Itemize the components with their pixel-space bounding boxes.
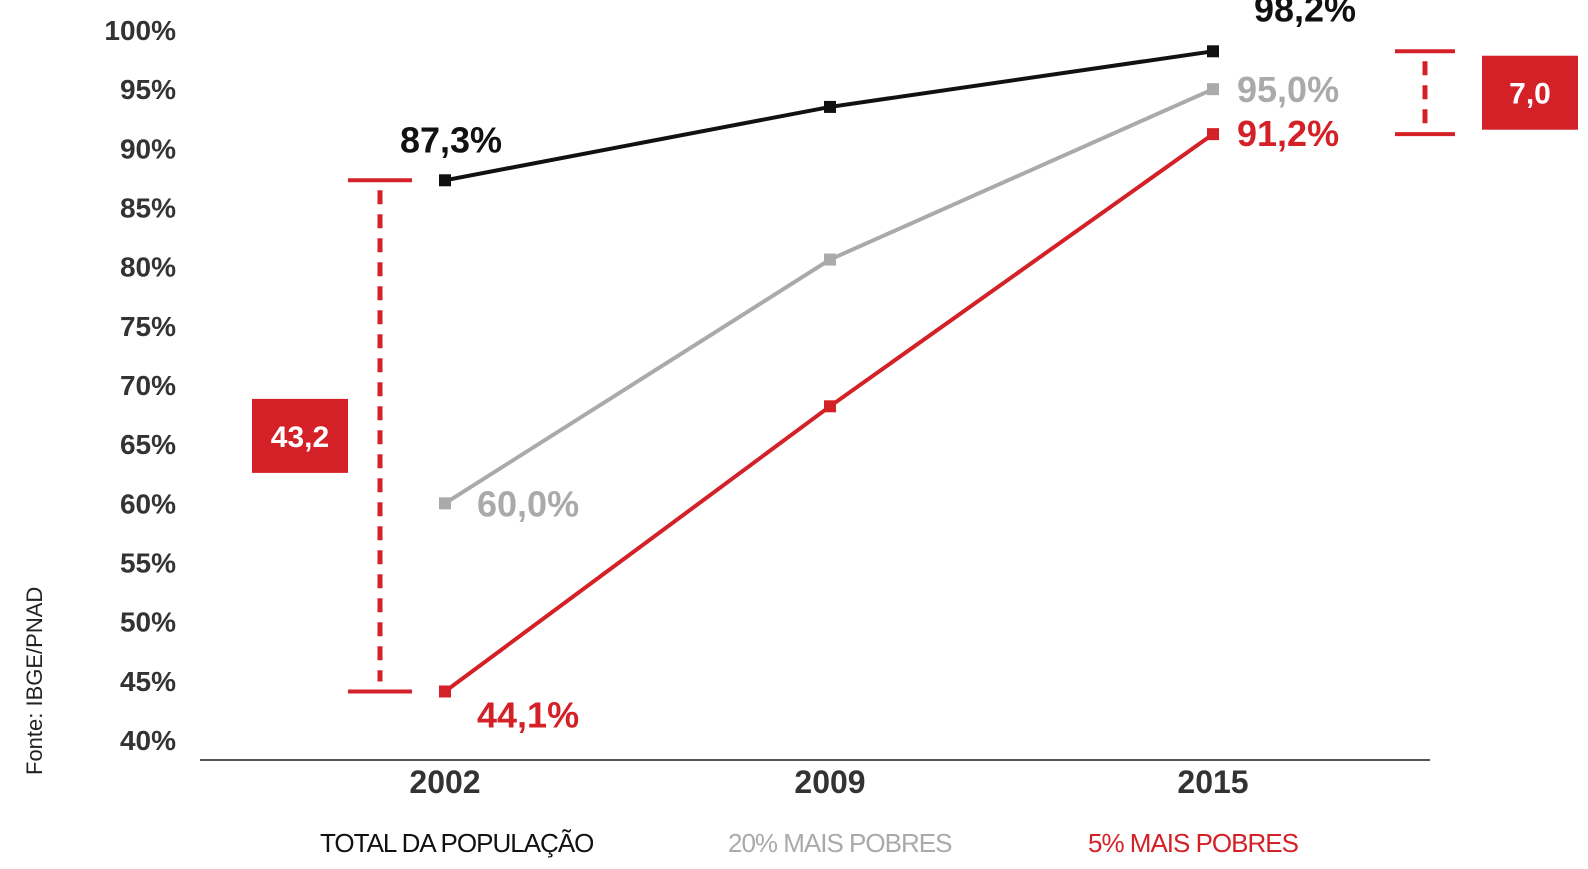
data-point [824,253,836,266]
series-2: 44,1% 91,2% [439,113,1339,735]
series-line [443,132,1215,694]
legend: TOTAL DA POPULAÇÃO 20% MAIS POBRES 5% MAIS… [320,828,1300,858]
y-tick-label: 60% [120,488,176,519]
y-tick-label: 90% [120,133,176,164]
gap-annotation: 7,0 [1395,49,1578,137]
series-1: 60,0% 95,0% [439,69,1339,524]
data-point [824,400,836,413]
data-label: 98,2% [1254,0,1356,29]
data-point [824,100,836,113]
x-tick-label: 2015 [1177,764,1248,800]
data-point [439,685,451,698]
series-line [443,87,1214,506]
data-point [1207,83,1219,96]
data-label: 44,1% [477,694,579,735]
y-tick-label: 85% [120,193,176,224]
source-note: Fonte: IBGE/PNAD [22,587,47,775]
x-tick-label: 2002 [409,764,480,800]
data-label: 95,0% [1237,69,1339,110]
y-tick-label: 65% [120,429,176,460]
y-tick-label: 80% [120,252,176,283]
data-point [439,174,451,187]
y-tick-label: 40% [120,725,176,756]
gap-annotation: 43,2 [252,178,412,694]
legend-item: TOTAL DA POPULAÇÃO [320,828,593,858]
y-tick-label: 55% [120,548,176,579]
gap-value-box [1482,55,1578,130]
series-lines: 87,3% 98,2% 60,0% 95,0% 44,1% 91,2% [400,0,1356,735]
gap-annotations: 43,2 7,0 [252,49,1578,694]
data-point [439,497,451,510]
y-tick-label: 70% [120,370,176,401]
data-label: 91,2% [1237,113,1339,154]
y-tick-label: 75% [120,311,176,342]
legend-item: 5% MAIS POBRES [1088,828,1299,858]
y-tick-label: 45% [120,666,176,697]
y-tick-label: 50% [120,607,176,638]
gap-value-label: 43,2 [271,421,329,454]
y-tick-label: 100% [104,15,176,46]
series-0: 87,3% 98,2% [400,0,1356,187]
gap-value-box [252,398,348,473]
x-axis: 2002 2009 2015 [409,764,1248,800]
y-tick-label: 95% [120,74,176,105]
data-label: 60,0% [477,483,579,524]
gap-value-label: 7,0 [1509,78,1551,111]
series-line [444,49,1214,183]
legend-item: 20% MAIS POBRES [728,828,952,858]
x-tick-label: 2009 [794,764,865,800]
data-point [1207,128,1219,141]
data-point [1207,45,1219,58]
y-axis: 100% 95% 90% 85% 80% 75% 70% 65% 60% 55% 50% 45% 40% [104,15,176,756]
data-label: 87,3% [400,119,502,160]
